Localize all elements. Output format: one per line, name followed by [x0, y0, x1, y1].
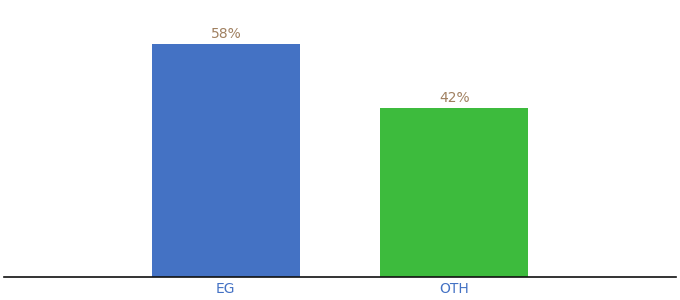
Text: 42%: 42% — [439, 91, 469, 105]
Text: 58%: 58% — [210, 27, 241, 41]
Bar — [380, 109, 528, 277]
Bar — [152, 44, 300, 277]
